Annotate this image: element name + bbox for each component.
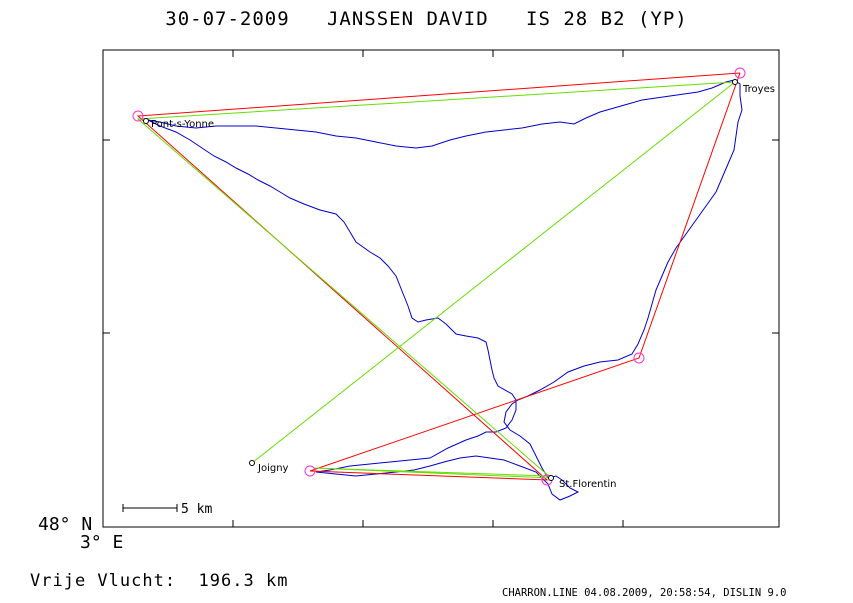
- latitude-label: 48° N: [38, 514, 93, 535]
- place-label: Troyes: [742, 84, 775, 95]
- place-label: Pont-s-Yonne: [151, 119, 214, 130]
- turnpoint-marker: [734, 67, 746, 79]
- place-marker: [143, 118, 149, 124]
- free-flight-distance: Vrije Vlucht: 196.3 km: [30, 571, 288, 591]
- place-label: Joigny: [257, 463, 289, 474]
- optimized-route: [136, 81, 737, 479]
- glider-type: IS 28 B2 (YP): [526, 8, 688, 30]
- axis-ticks: [103, 50, 779, 527]
- scale-bar-label: 5 km: [181, 502, 212, 517]
- place-marker: [249, 460, 255, 466]
- place-marker: [548, 475, 554, 481]
- scale-bar: [122, 504, 178, 512]
- pilot-name: JANSSEN DAVID: [326, 8, 489, 30]
- place-marker: [732, 79, 738, 85]
- place-label: St.Florentin: [559, 479, 617, 490]
- turnpoint-marker: [132, 110, 144, 122]
- distance-value: 196.3 km: [198, 571, 289, 591]
- turnpoint-marker: [633, 352, 645, 364]
- longitude-label: 3° E: [80, 532, 124, 553]
- gps-track: [147, 79, 743, 501]
- map-title: 30-07-2009 JANSSEN DAVID IS 28 B2 (YP): [0, 8, 853, 30]
- map-frame: [102, 49, 780, 528]
- turnpoint-marker: [304, 465, 316, 477]
- task-route: [136, 72, 741, 481]
- flight-date: 30-07-2009: [165, 8, 290, 30]
- distance-label: Vrije Vlucht:: [30, 571, 177, 591]
- footer-info: CHARRON.LINE 04.08.2009, 20:58:54, DISLI…: [502, 587, 787, 599]
